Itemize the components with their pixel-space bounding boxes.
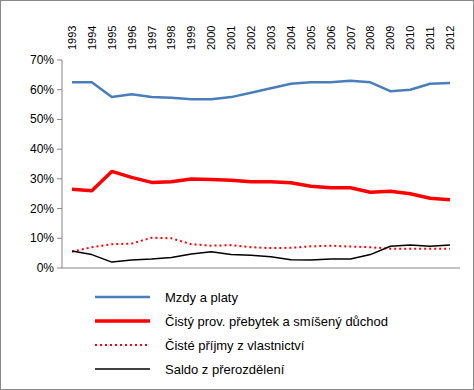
legend-label: Čisté příjmy z vlastnictví <box>165 338 305 353</box>
y-tick-label: 70% <box>30 53 54 67</box>
y-tick-label: 60% <box>30 83 54 97</box>
x-tick-label: 2001 <box>225 26 237 50</box>
x-tick-label: 1994 <box>86 26 98 50</box>
y-tick <box>57 119 62 120</box>
y-axis <box>62 60 63 268</box>
x-tick-label: 2008 <box>364 26 376 50</box>
x-tick-label: 1997 <box>146 26 158 50</box>
x-tick-label: 2012 <box>444 26 456 50</box>
x-tick-label: 2009 <box>384 26 396 50</box>
legend-label: Saldo z přerozdělení <box>165 362 285 377</box>
x-tick-label: 2010 <box>404 26 416 50</box>
legend-swatch <box>95 319 150 323</box>
plot-lines <box>72 81 450 262</box>
legend-swatch <box>95 344 150 346</box>
x-tick-label: 1995 <box>106 26 118 50</box>
y-tick-label: 0% <box>37 261 55 275</box>
chart: 0% 10% 20% 30% 40% 50% 60% 70% 1993 1994 1995 1996 1… <box>0 0 474 390</box>
x-tick-label: 1999 <box>185 26 197 50</box>
legend-swatch <box>95 368 150 370</box>
x-tick-label: 2007 <box>345 26 357 50</box>
series-line <box>72 238 450 252</box>
x-tick-label: 1998 <box>165 26 177 50</box>
y-tick <box>57 60 62 61</box>
x-tick-label: 2006 <box>325 26 337 50</box>
series-line <box>72 245 450 262</box>
y-tick <box>57 208 62 209</box>
y-tick-label: 40% <box>30 142 54 156</box>
y-tick-label: 20% <box>30 202 54 216</box>
x-tick-label: 2011 <box>424 26 436 50</box>
y-tick-label: 30% <box>30 172 54 186</box>
y-tick <box>57 178 62 179</box>
x-axis <box>62 268 460 269</box>
series-line <box>72 81 450 99</box>
chart-border <box>1 1 474 390</box>
x-tick-label: 2002 <box>245 26 257 50</box>
x-tick-label: 1993 <box>66 26 78 50</box>
legend-label: Mzdy a platy <box>165 290 238 305</box>
x-tick-label: 2004 <box>285 26 297 50</box>
x-tick-label: 2005 <box>305 26 317 50</box>
x-tick-label: 2000 <box>205 26 217 50</box>
y-tick <box>57 268 62 269</box>
y-tick <box>57 149 62 150</box>
legend-label: Čistý prov. přebytek a smíšený důchod <box>165 314 388 329</box>
y-tick <box>57 89 62 90</box>
x-tick-label: 1996 <box>126 26 138 50</box>
x-tick-label: 2003 <box>265 26 277 50</box>
y-tick-label: 50% <box>30 112 54 126</box>
y-tick <box>57 238 62 239</box>
series-line <box>72 171 450 199</box>
legend-swatch <box>95 296 150 299</box>
y-tick-label: 10% <box>30 231 54 245</box>
